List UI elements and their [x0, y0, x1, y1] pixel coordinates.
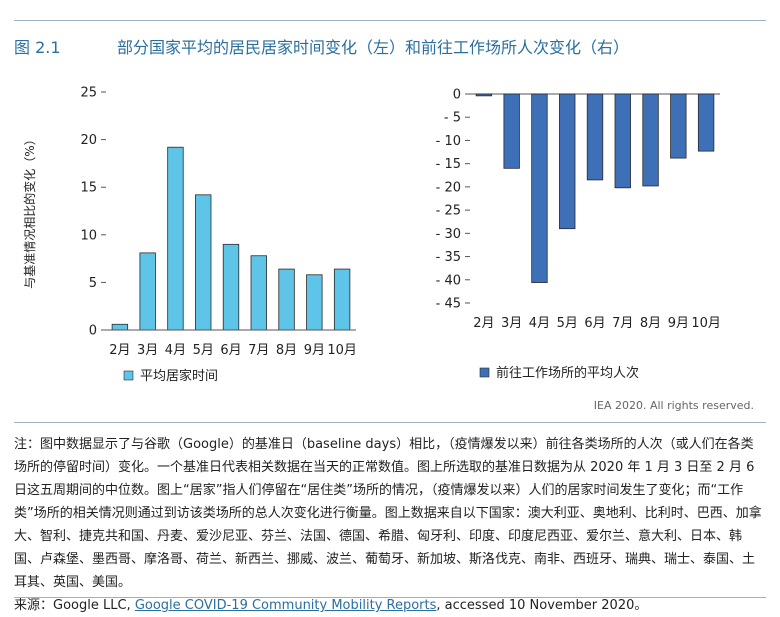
right-bar	[503, 93, 520, 169]
right-chart-bars	[475, 93, 715, 283]
figure-header: 图 2.1 部分国家平均的居民居家时间变化（左）和前往工作场所人次变化（右）	[14, 34, 766, 57]
notes-section: 注：图中数据显示了与谷歌（Google）的基准日（baseline days）相…	[14, 433, 766, 617]
left-chart-y-axis-label: 与基准情况相比的变化（%）	[22, 133, 37, 288]
right-y-tick-label: 0	[453, 88, 461, 103]
left-x-tick-label: 5月	[193, 343, 214, 358]
left-y-tick-label: 15	[80, 181, 97, 196]
left-y-tick-label: 10	[80, 228, 97, 243]
right-bar	[642, 93, 659, 187]
right-x-tick-label: 4月	[529, 316, 550, 331]
left-chart-y-ticks: 0 5 10 15 20 25	[80, 86, 106, 339]
note-text: 注：图中数据显示了与谷歌（Google）的基准日（baseline days）相…	[14, 437, 762, 590]
middle-rule	[14, 422, 766, 423]
right-x-tick-label: 10月	[691, 316, 721, 331]
left-x-tick-label: 8月	[276, 343, 297, 358]
left-bar	[306, 274, 323, 331]
left-chart-bars	[111, 146, 351, 331]
right-legend-label: 前往工作场所的平均人次	[496, 365, 639, 381]
right-bar	[475, 93, 493, 97]
left-y-tick-label: 20	[80, 133, 97, 148]
right-y-tick-label: - 10	[436, 134, 461, 149]
right-y-tick-label: - 35	[436, 250, 461, 265]
left-x-tick-label: 3月	[137, 343, 158, 358]
top-rule	[14, 20, 766, 21]
right-legend-swatch	[479, 367, 490, 378]
left-y-tick-label: 5	[89, 276, 97, 291]
left-x-tick-label: 7月	[248, 343, 269, 358]
right-x-tick-label: 3月	[501, 316, 522, 331]
left-chart: 与基准情况相比的变化（%） 0 5 10 15 20 25 2月 3月 4月 5月 6月 7月 8月 9…	[22, 86, 357, 385]
right-y-tick-label: - 45	[436, 297, 461, 312]
left-bar	[167, 146, 184, 331]
left-chart-x-ticks: 2月 3月 4月 5月 6月 7月 8月 9月 10月	[109, 343, 357, 358]
right-bar	[697, 93, 715, 152]
left-bar	[222, 243, 240, 331]
left-x-tick-label: 10月	[327, 343, 357, 358]
copyright-notice: IEA 2020. All rights reserved.	[593, 399, 754, 412]
left-y-tick-label: 0	[89, 324, 97, 339]
right-bar	[531, 93, 548, 283]
right-y-tick-label: - 15	[436, 157, 461, 172]
left-bar	[333, 268, 351, 331]
right-y-tick-label: - 5	[444, 111, 461, 126]
left-x-tick-label: 2月	[109, 343, 130, 358]
source-line: 来源：Google LLC, Google COVID-19 Community…	[14, 594, 766, 617]
right-y-tick-label: - 20	[436, 180, 461, 195]
source-link[interactable]: Google COVID-19 Community Mobility Repor…	[134, 598, 437, 613]
right-y-tick-label: - 25	[436, 204, 461, 219]
right-x-tick-label: 5月	[557, 316, 578, 331]
right-y-tick-label: - 40	[436, 273, 461, 288]
right-bar	[670, 93, 687, 159]
figure-number: 图 2.1	[14, 38, 61, 57]
left-x-tick-label: 4月	[165, 343, 186, 358]
right-x-tick-label: 8月	[640, 316, 661, 331]
right-bar	[614, 93, 631, 189]
left-legend-swatch	[123, 370, 134, 381]
left-legend-label: 平均居家时间	[140, 368, 218, 384]
right-x-tick-label: 2月	[473, 316, 494, 331]
right-chart-y-ticks: 0 - 5 - 10 - 15 - 20 - 25 - 30 - 35 - 40 - 45	[436, 88, 470, 312]
source-suffix: , accessed 10 November 2020。	[436, 598, 648, 613]
right-bar	[586, 93, 604, 181]
left-bar	[195, 194, 212, 331]
figure-title: 部分国家平均的居民居家时间变化（左）和前往工作场所人次变化（右）	[117, 38, 630, 57]
left-x-tick-label: 6月	[220, 343, 241, 358]
left-y-tick-label: 25	[80, 86, 97, 101]
right-x-tick-label: 6月	[584, 316, 605, 331]
left-bar	[278, 268, 295, 331]
right-chart-x-ticks: 2月 3月 4月 5月 6月 7月 8月 9月 10月	[473, 316, 721, 331]
left-x-tick-label: 9月	[304, 343, 325, 358]
left-bar	[139, 252, 156, 331]
left-bar	[111, 323, 129, 331]
left-bar	[250, 255, 267, 331]
right-x-tick-label: 9月	[668, 316, 689, 331]
right-x-tick-label: 7月	[612, 316, 633, 331]
right-bar	[559, 93, 576, 230]
bottom-rule	[14, 597, 766, 598]
source-prefix: 来源：Google LLC,	[14, 598, 135, 613]
right-y-tick-label: - 30	[436, 227, 461, 242]
right-chart: 0 - 5 - 10 - 15 - 20 - 25 - 30 - 35 - 40 - 45 2月 3…	[436, 88, 721, 382]
